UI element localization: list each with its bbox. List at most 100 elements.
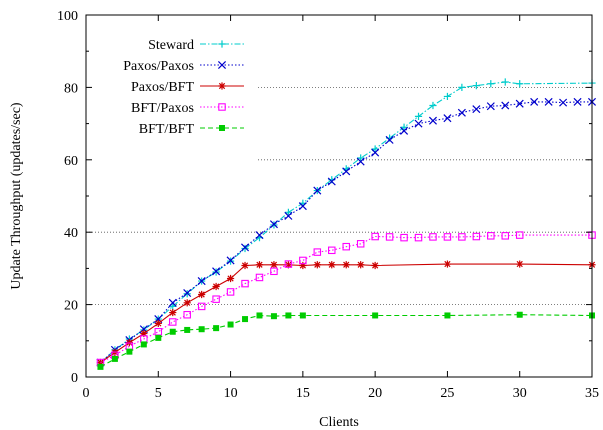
data-point [183,299,191,307]
legend-label: Paxos/BFT [131,80,194,95]
legend-marker [217,60,227,70]
data-point [400,233,408,242]
legend-label: Paxos/Paxos [123,59,194,74]
data-point [516,80,524,88]
y-tick-label-20: 20 [64,299,78,314]
data-point [285,312,292,319]
data-point [255,231,264,240]
data-point [298,202,307,211]
data-point [486,102,495,111]
y-tick-label-60: 60 [64,154,78,169]
data-point [270,313,277,320]
data-point [126,348,133,355]
data-point [299,261,307,270]
data-point [270,267,278,276]
data-point [414,112,423,120]
data-point [516,311,523,318]
data-point [226,288,235,296]
y-tick-label-80: 80 [64,81,78,96]
data-point [327,177,336,186]
legend-marker [218,82,226,90]
data-point [371,148,380,157]
data-point [342,261,350,269]
data-point [501,101,510,110]
x-tick-label-30: 30 [513,386,527,401]
x-tick-label-10: 10 [224,386,238,401]
x-tick-label-5: 5 [155,386,162,401]
data-point [328,261,336,269]
data-point [169,302,177,311]
data-point [372,312,379,319]
data-point [241,261,249,270]
data-point [457,108,466,117]
data-point [443,114,452,123]
data-point [269,220,278,229]
data-point [559,98,568,107]
data-point [356,157,365,166]
data-point [342,167,351,176]
data-point [241,243,250,252]
data-point [458,233,466,241]
series-line [100,234,592,363]
data-point [213,325,220,332]
legend-item-bft-bft: BFT/BFT [139,122,244,137]
data-point [212,295,220,303]
data-point [154,327,163,336]
legend-item-bft-paxos: BFT/Paxos [131,101,244,116]
series-lines [96,78,597,370]
data-point [458,83,466,91]
data-point [501,232,510,240]
data-point [414,233,423,242]
data-point [530,97,539,106]
x-tick-label-35: 35 [585,386,599,401]
legend-item-steward: Steward [148,38,244,53]
legend-label: BFT/BFT [139,122,195,137]
data-point [299,256,307,265]
data-point [487,80,495,88]
data-point [140,329,148,338]
data-point [111,355,118,362]
data-point [284,211,293,220]
data-point [284,261,292,269]
legend-marker [218,40,226,48]
data-point [400,123,408,131]
x-tick-label-15: 15 [296,386,310,401]
data-point [414,119,423,128]
data-point [443,260,452,268]
data-point [371,145,379,153]
series-paxos-paxos [96,97,597,367]
data-point [270,261,278,269]
data-point [428,116,437,125]
data-point [313,261,321,269]
data-point [385,233,394,241]
legend-marker [218,103,226,111]
y-axis-title: Update Throughput (updates/sec) [9,102,24,289]
x-tick-label-0: 0 [83,386,90,401]
data-point [155,334,162,341]
x-tick-label-25: 25 [440,386,454,401]
data-point [342,242,350,251]
data-point [255,273,264,282]
data-point [198,326,205,333]
y-tick-label-40: 40 [64,226,78,241]
data-point [357,154,365,162]
data-point [444,312,451,319]
data-point [328,246,336,255]
data-point [400,126,409,135]
data-point [429,233,437,241]
data-point [212,282,220,291]
data-point [515,231,524,239]
data-point [472,232,481,241]
data-point [515,99,524,108]
data-point [169,328,176,335]
series-line [100,314,593,368]
data-point [226,256,235,265]
data-point [226,274,235,283]
data-point [385,135,394,144]
grid-lines [86,87,592,306]
data-point [429,101,437,110]
data-point [573,97,582,106]
data-point [299,312,306,319]
data-point [169,308,177,317]
